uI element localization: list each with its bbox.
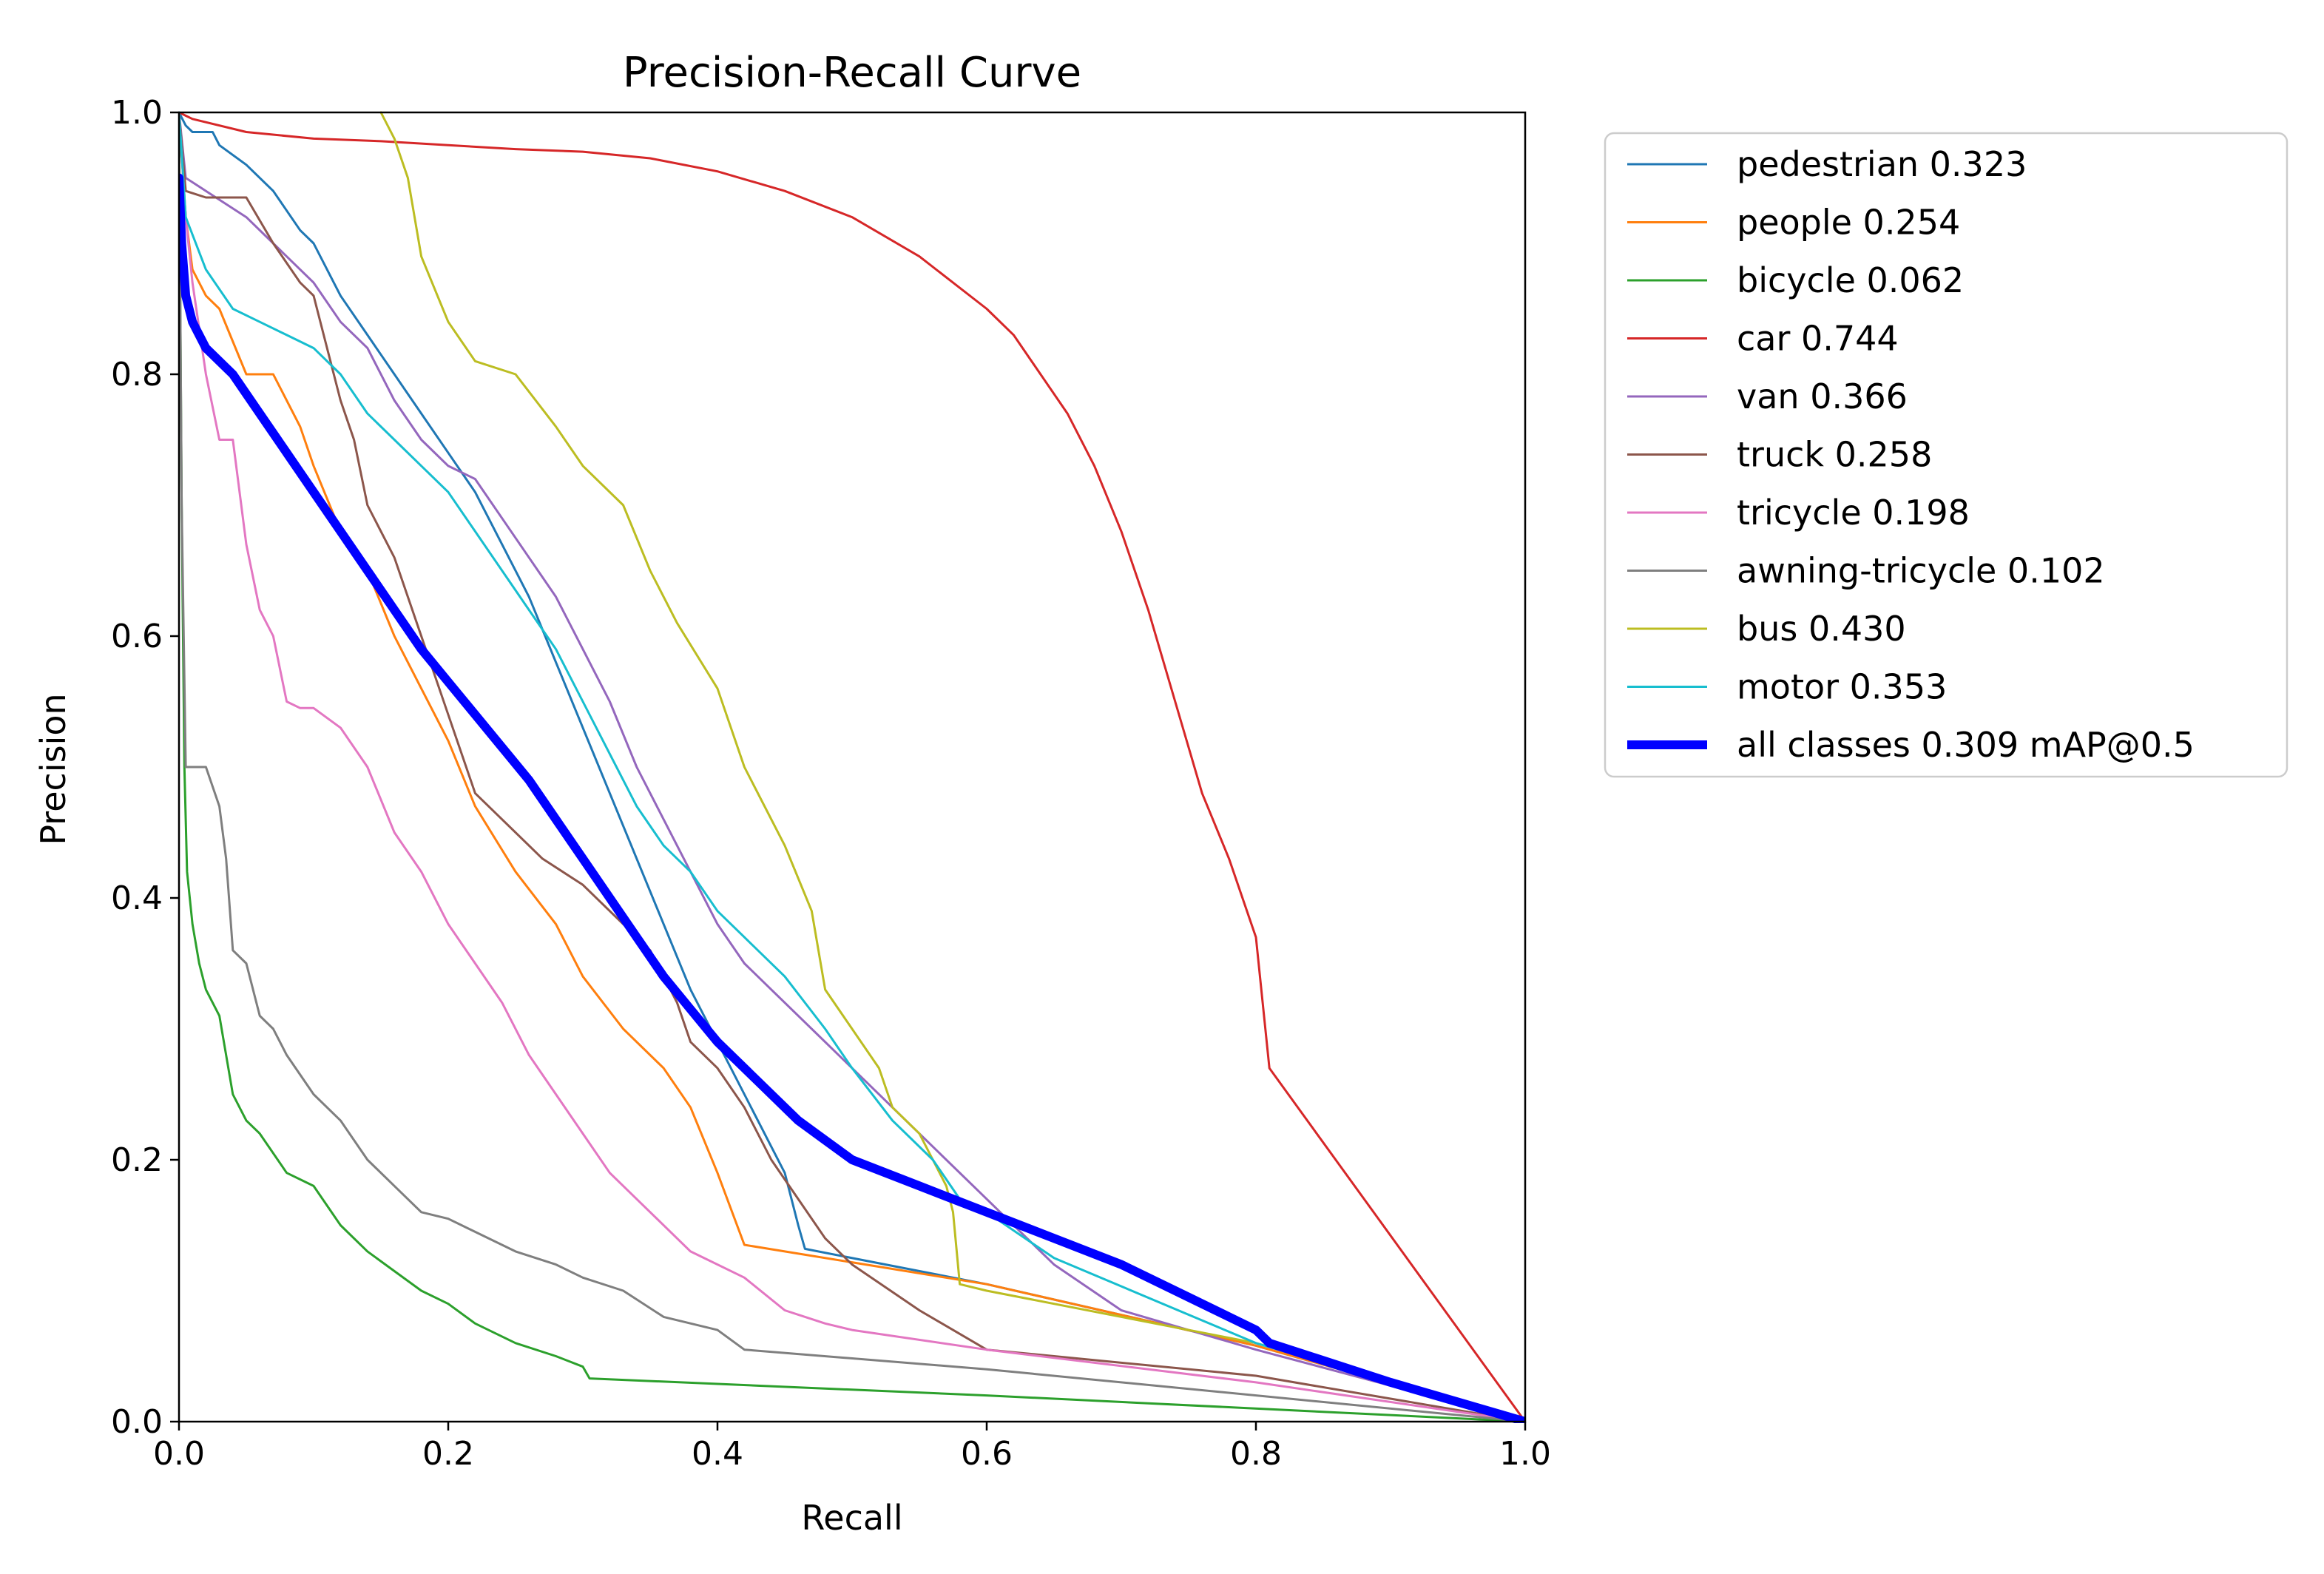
legend-label-tricycle: tricycle 0.198 [1737, 493, 1970, 533]
y-tick-label: 0.6 [111, 618, 163, 655]
y-tick-label: 0.8 [111, 356, 163, 394]
series-line-all-classes [179, 173, 1525, 1423]
legend-label-bus: bus 0.430 [1737, 609, 1906, 649]
legend-items: pedestrian 0.323 people 0.254 bicycle 0.06… [1627, 144, 2195, 765]
legend: pedestrian 0.323 people 0.254 bicycle 0.06… [1604, 132, 2288, 778]
legend-label-all-classes: all classes 0.309 mAP@0.5 [1737, 725, 2195, 765]
series-line-tricycle [179, 111, 1525, 1423]
legend-label-van: van 0.366 [1737, 376, 1908, 416]
x-tick-label: 0.6 [961, 1435, 1013, 1473]
series-line-car [179, 111, 1525, 1423]
plot-area-frame [178, 111, 1527, 1423]
x-axis-label: Recall [801, 1498, 902, 1538]
series-layer [179, 111, 1525, 1423]
y-axis-ticks: 0.0 0.2 0.4 0.6 0.8 1.0 [111, 94, 179, 1441]
series-line-truck [179, 111, 1525, 1423]
x-tick-label: 0.4 [692, 1435, 743, 1473]
series-line-people [179, 111, 1525, 1423]
x-tick-label: 0.0 [153, 1435, 205, 1473]
legend-label-pedestrian: pedestrian 0.323 [1737, 144, 2027, 184]
x-tick-label: 1.0 [1499, 1435, 1551, 1473]
series-line-bicycle [179, 111, 1525, 1423]
chart-title: Precision-Recall Curve [623, 49, 1081, 97]
legend-label-bicycle: bicycle 0.062 [1737, 260, 1964, 300]
y-axis-label: Precision [33, 693, 73, 845]
y-tick-label: 0.0 [111, 1403, 163, 1441]
series-line-awning-tricycle [179, 111, 1525, 1423]
series-line-pedestrian [179, 111, 1525, 1423]
x-tick-label: 0.2 [422, 1435, 474, 1473]
x-tick-label: 0.8 [1230, 1435, 1282, 1473]
legend-box [1604, 132, 2288, 778]
legend-label-people: people 0.254 [1737, 203, 1960, 243]
series-line-motor [179, 111, 1525, 1423]
y-tick-label: 0.2 [111, 1141, 163, 1179]
legend-label-motor: motor 0.353 [1737, 667, 1947, 707]
y-tick-label: 1.0 [111, 94, 163, 132]
legend-label-truck: truck 0.258 [1737, 435, 1932, 475]
x-axis-ticks: 0.0 0.2 0.4 0.6 0.8 1.0 [153, 1422, 1551, 1473]
legend-label-awning-tricycle: awning-tricycle 0.102 [1737, 551, 2105, 591]
y-tick-label: 0.4 [111, 879, 163, 917]
legend-label-car: car 0.744 [1737, 319, 1899, 359]
